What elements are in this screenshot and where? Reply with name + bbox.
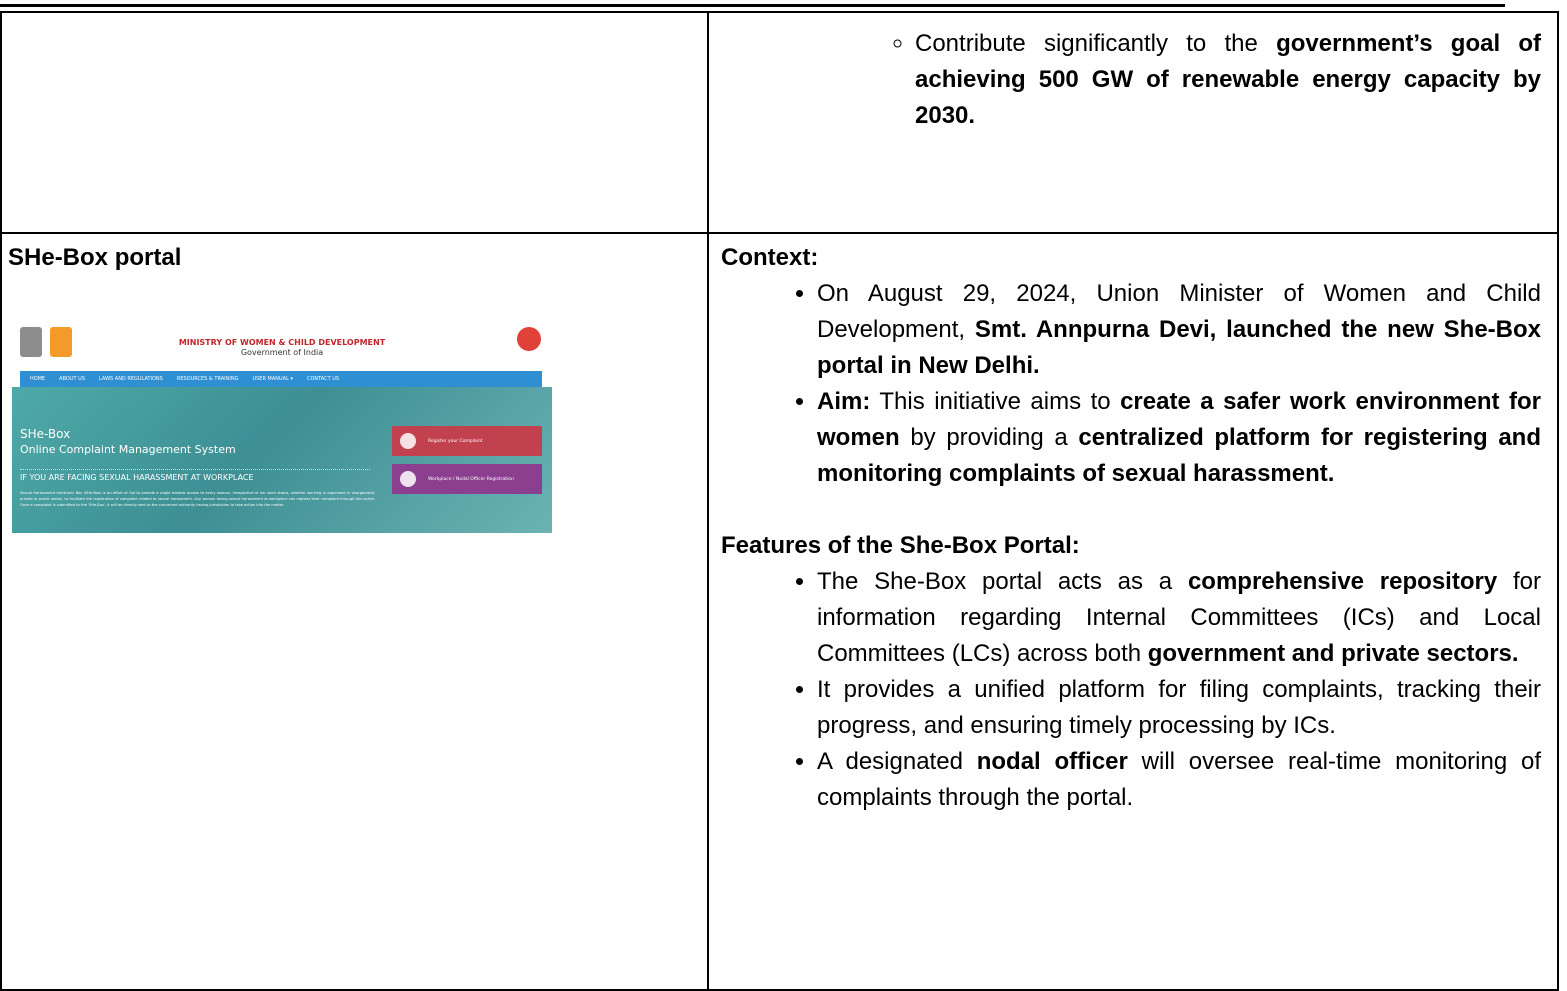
- hero-title: SHe-Box: [20, 427, 71, 441]
- text-run: Contribute significantly to the: [915, 30, 1277, 57]
- text-run: Smt. Annpurna Devi, launched the new She…: [817, 316, 1542, 379]
- portal-button: Workplace / Nodal Officer Registration: [392, 464, 542, 494]
- table-row: Contribute significantly to the governme…: [0, 11, 1559, 234]
- logo: [517, 327, 541, 351]
- text-run: create a safer work environment for wome…: [817, 388, 1541, 451]
- bullet-list: On August 29, 2024, Union Minister of Wo…: [721, 276, 1541, 492]
- button-icon: [400, 433, 416, 449]
- hero-subtitle: Online Complaint Management System: [20, 443, 236, 456]
- content-table: Contribute significantly to the governme…: [0, 11, 1559, 991]
- table-row: SHe-Box portal MINISTRY OF WOMEN & CHILD …: [0, 232, 1559, 991]
- text-run: A designated: [817, 748, 977, 775]
- text-run: This initiative aims to: [870, 388, 1121, 415]
- nav-item: LAWS AND REGULATIONS: [99, 376, 163, 382]
- text-run: for information regarding Internal Commi…: [817, 568, 1541, 667]
- text-run: On August 29, 2024, Union Minister of Wo…: [817, 280, 1541, 343]
- table-cell: SHe-Box portal MINISTRY OF WOMEN & CHILD …: [0, 232, 709, 991]
- text-run: will oversee real-time monitoring of com…: [817, 748, 1542, 811]
- text-run: centralized platform for registering and…: [817, 424, 1541, 487]
- table-cell: Context: On August 29, 2024, Union Minist…: [707, 232, 1559, 991]
- portal-header: MINISTRY OF WOMEN & CHILD DEVELOPMENT Gov…: [12, 321, 552, 371]
- text-run: government’s goal of achieving 500 GW of…: [915, 30, 1541, 129]
- hero-description: Sexual Harassment electronic Box (SHe-Bo…: [20, 491, 375, 507]
- nav-item: CONTACT US: [306, 376, 340, 382]
- heading: Context:: [721, 240, 1541, 276]
- hero: SHe-Box Online Complaint Management Syste…: [12, 387, 552, 533]
- text-run: It provides a unified platform for filin…: [817, 676, 1541, 739]
- button-label: Workplace / Nodal Officer Registration: [428, 476, 514, 482]
- bullet-item: Contribute significantly to the governme…: [915, 26, 1541, 134]
- text-run: The She-Box portal acts as a: [817, 568, 1188, 595]
- table-cell: Contribute significantly to the governme…: [707, 11, 1559, 234]
- portal-screenshot: MINISTRY OF WOMEN & CHILD DEVELOPMENT Gov…: [12, 321, 552, 533]
- text-run: comprehensive repository: [1187, 568, 1498, 595]
- nav-bar: HOME ABOUT US LAWS AND REGULATIONS RESOURCE…: [20, 371, 542, 387]
- emblem: [20, 327, 42, 357]
- bullet-list: The She-Box portal acts as a comprehensi…: [721, 564, 1541, 816]
- text-run: SHe-Box portal: [8, 244, 182, 271]
- button-label: Register your Complaint: [428, 438, 483, 444]
- hero-alert: IF YOU ARE FACING SEXUAL HARASSMENT AT W…: [20, 469, 370, 482]
- nav-item: ABOUT US: [59, 376, 86, 382]
- bullet-item: It provides a unified platform for filin…: [817, 672, 1541, 744]
- text-run: by providing a: [899, 424, 1079, 451]
- bullet-item: On August 29, 2024, Union Minister of Wo…: [817, 276, 1541, 384]
- table-cell: [0, 11, 709, 234]
- text-run: Context:: [721, 244, 819, 271]
- text-run: Aim:: [817, 388, 871, 415]
- heading: Features of the She-Box Portal:: [721, 528, 1541, 564]
- text-run: nodal officer: [976, 748, 1128, 775]
- bullet-item: A designated nodal officer will oversee …: [817, 744, 1541, 816]
- portal-subtitle: Government of India: [240, 348, 324, 357]
- nav-item: USER MANUAL ▾: [252, 376, 293, 382]
- portal-title: MINISTRY OF WOMEN & CHILD DEVELOPMENT: [178, 338, 386, 347]
- bullet-item: Aim: This initiative aims to create a sa…: [817, 384, 1541, 492]
- nav-item: HOME: [30, 376, 46, 382]
- text-run: government and private sectors.: [1147, 640, 1519, 667]
- bullet-item: The She-Box portal acts as a comprehensi…: [817, 564, 1541, 672]
- heading: SHe-Box portal: [8, 240, 707, 276]
- nav-item: RESOURCES & TRAINING: [176, 376, 239, 382]
- bullet-list: Contribute significantly to the governme…: [721, 26, 1541, 134]
- logo: [50, 327, 72, 357]
- portal-button: Register your Complaint: [392, 426, 542, 456]
- text-run: Features of the She-Box Portal:: [721, 532, 1080, 559]
- button-icon: [400, 471, 416, 487]
- top-rule: [0, 4, 1505, 7]
